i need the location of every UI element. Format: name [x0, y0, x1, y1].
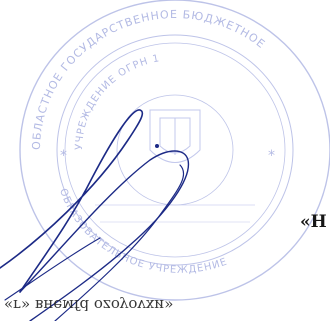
document-text-fragment: «H — [300, 212, 327, 232]
svg-text:УЧРЕЖДЕНИЕ ОГРН 1: УЧРЕЖДЕНИЕ ОГРН 1 — [74, 53, 161, 150]
round-seal-icon: ОБЛАСТНОЕ ГОСУДАРСТВЕННОЕ БЮДЖЕТНОЕ УЧРЕ… — [19, 0, 330, 301]
svg-text:*: * — [268, 148, 276, 164]
document-text-bottom-fragment: «г» внемfd ozоyоvхи» — [4, 296, 174, 314]
svg-text:ОБЛАСТНОЕ ГОСУДАРСТВЕННОЕ БЮДЖ: ОБЛАСТНОЕ ГОСУДАРСТВЕННОЕ БЮДЖЕТНОЕ — [30, 8, 268, 150]
svg-text:*: * — [60, 148, 68, 164]
svg-text:ОБРАЗОВАТЕЛЬНОЕ УЧРЕЖДЕНИЕ: ОБРАЗОВАТЕЛЬНОЕ УЧРЕЖДЕНИЕ — [57, 187, 229, 276]
handwritten-signature-icon — [0, 109, 190, 321]
